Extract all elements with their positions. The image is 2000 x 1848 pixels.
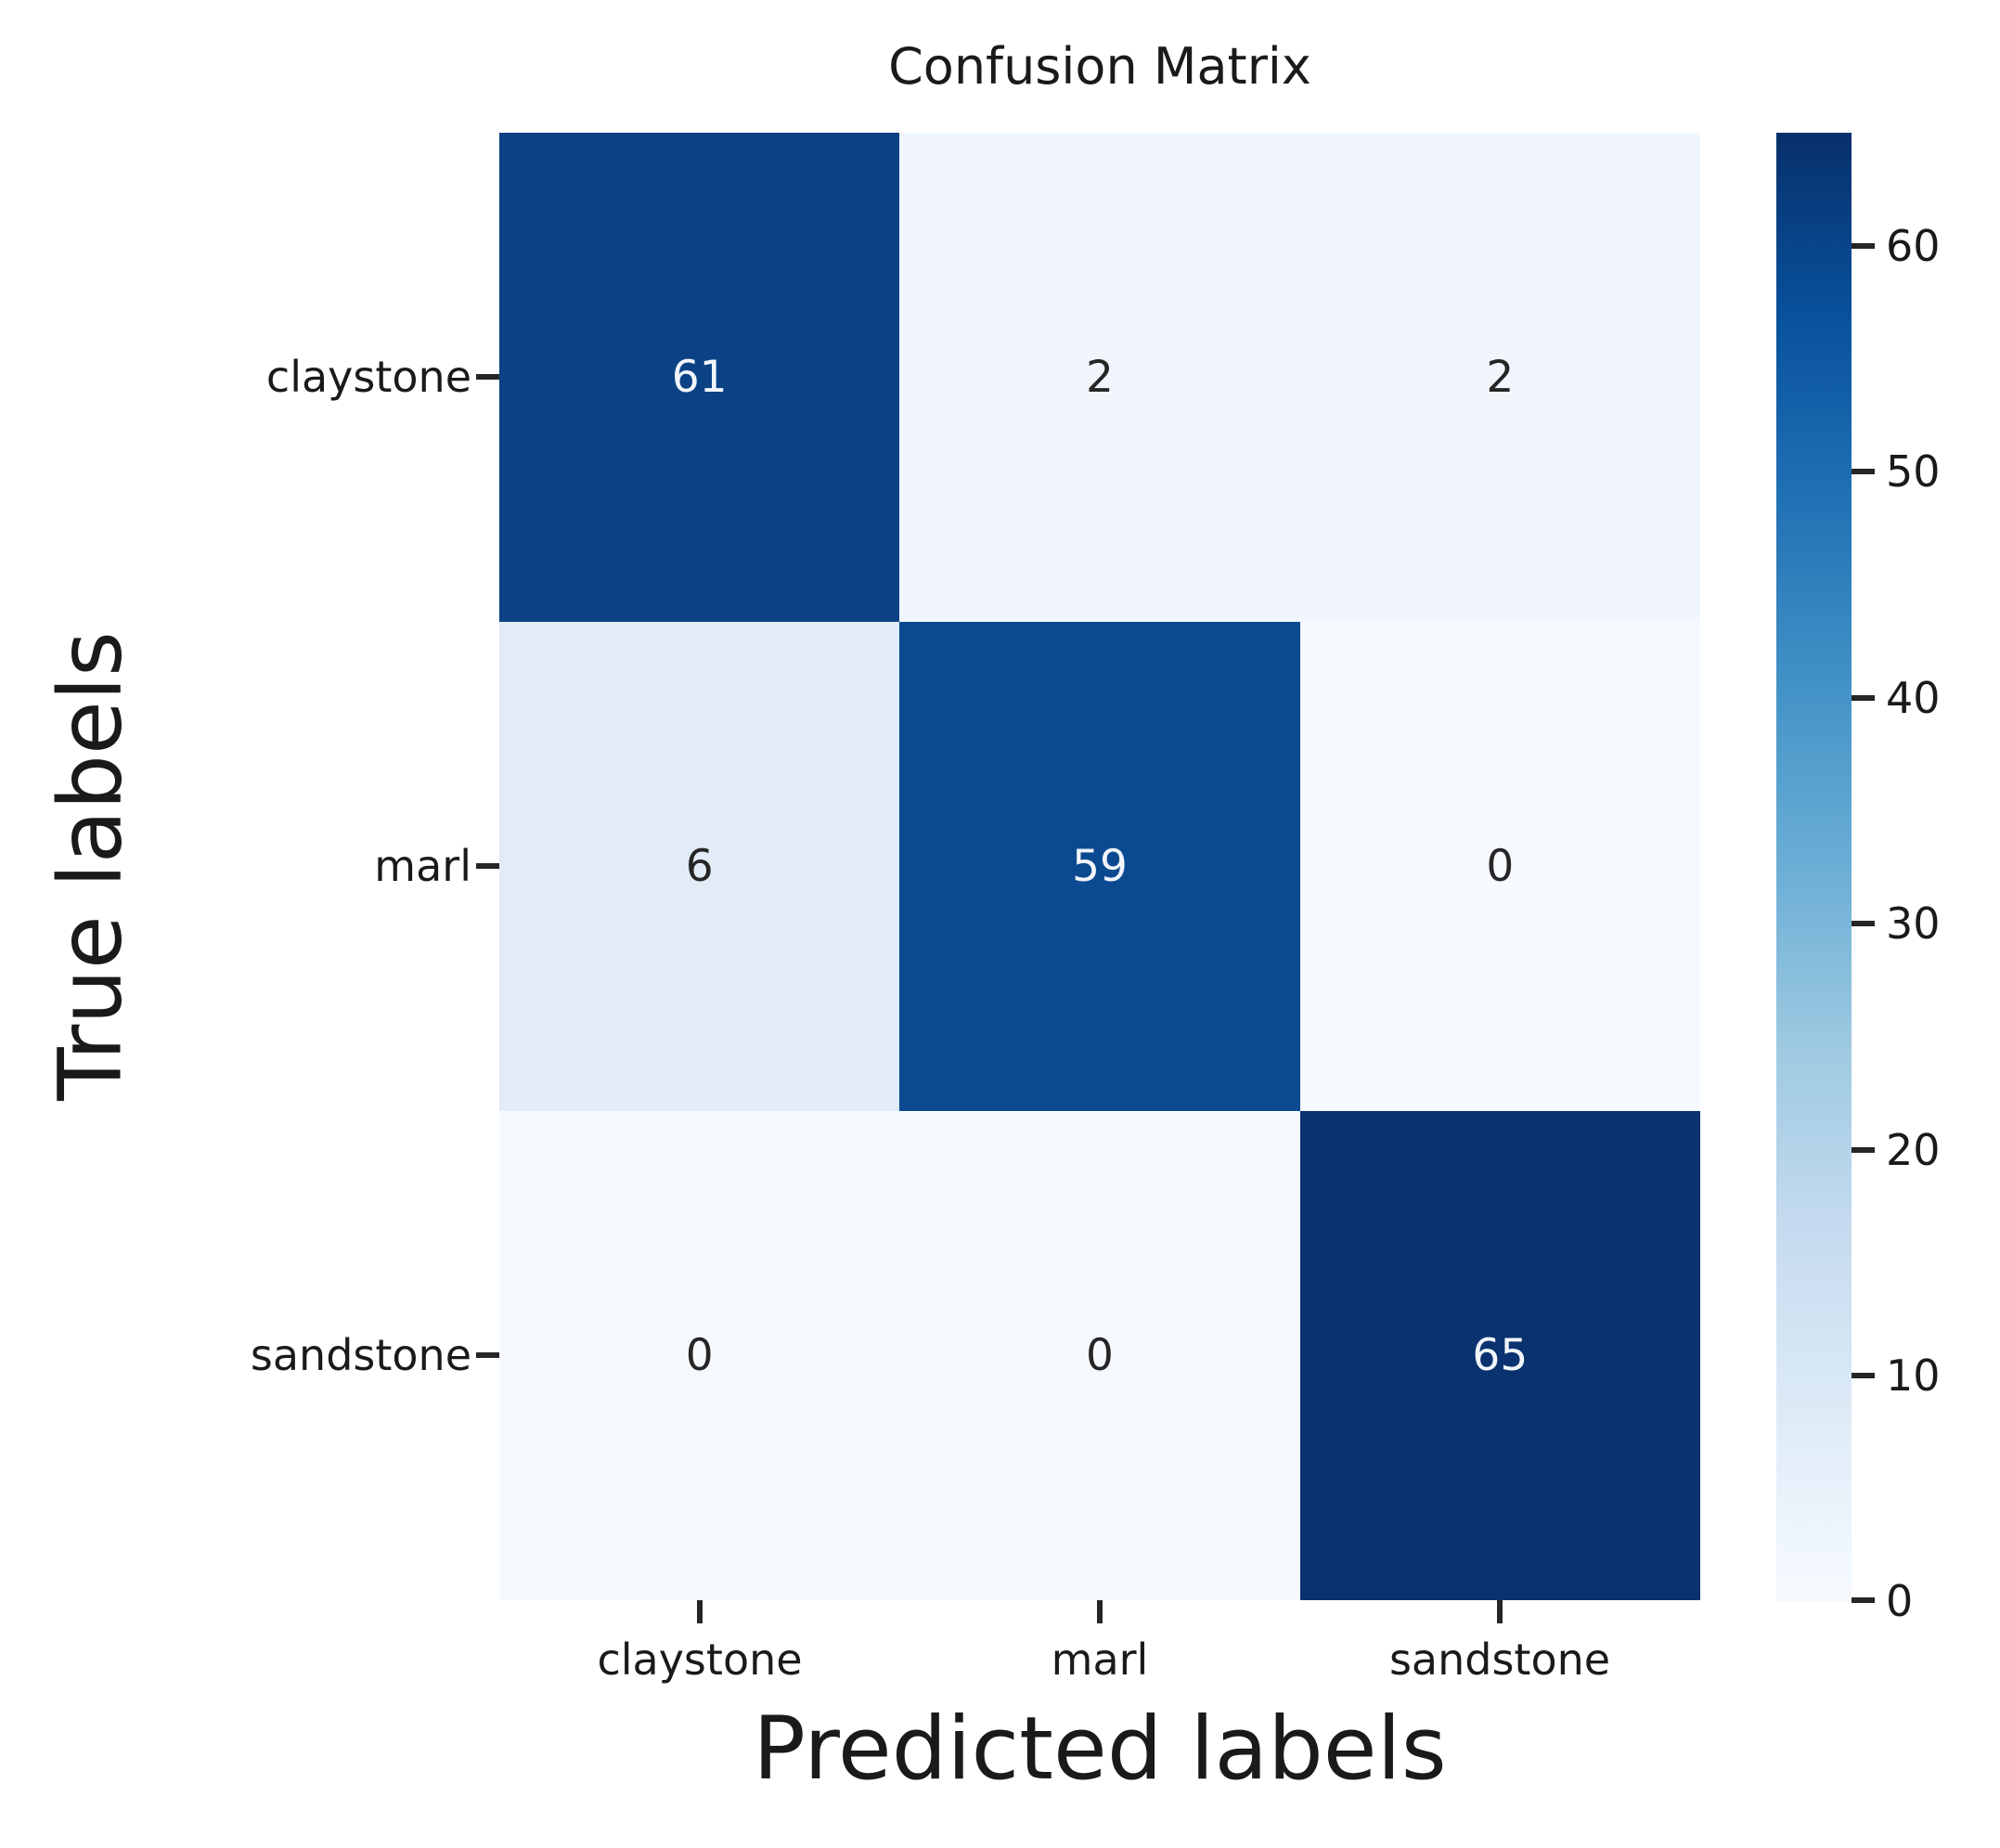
colorbar-tick-label: 20 <box>1886 1125 1941 1175</box>
colorbar-tick-mark <box>1852 921 1875 926</box>
colorbar-tick-mark <box>1852 695 1875 701</box>
colorbar-tick-mark <box>1852 1597 1875 1603</box>
colorbar-tick-mark <box>1852 1373 1875 1378</box>
heatmap-cell: 2 <box>1299 133 1700 622</box>
y-tick-mark <box>476 863 499 869</box>
y-tick-label: claystone <box>265 352 471 402</box>
y-tick-label: sandstone <box>250 1330 471 1380</box>
x-axis-label: Predicted labels <box>753 1699 1447 1800</box>
colorbar-tick-label: 30 <box>1886 898 1941 949</box>
x-tick-label: sandstone <box>1388 1635 1611 1685</box>
colorbar-tick-mark <box>1852 1147 1875 1153</box>
heatmap-cell: 2 <box>899 133 1300 622</box>
y-tick-mark <box>476 374 499 380</box>
x-tick-label: claystone <box>597 1635 803 1685</box>
heatmap-cell: 65 <box>1299 1111 1700 1600</box>
x-tick-mark <box>697 1600 703 1623</box>
y-tick-mark <box>476 1352 499 1358</box>
x-tick-mark <box>1097 1600 1103 1623</box>
heatmap-cell: 0 <box>899 1111 1300 1600</box>
colorbar-tick-label: 40 <box>1886 673 1941 723</box>
x-tick-mark <box>1497 1600 1503 1623</box>
chart-title: Confusion Matrix <box>888 37 1311 96</box>
heatmap-grid: 61 2 2 6 59 0 0 0 65 <box>499 133 1700 1600</box>
y-tick-label: marl <box>374 841 471 891</box>
x-tick-label: marl <box>1051 1635 1149 1685</box>
colorbar-gradient <box>1776 133 1852 1602</box>
heatmap-cell: 59 <box>899 622 1300 1111</box>
colorbar-tick-mark <box>1852 243 1875 249</box>
heatmap-cell: 61 <box>499 133 900 622</box>
heatmap-cell: 6 <box>499 622 900 1111</box>
colorbar-tick-label: 60 <box>1886 221 1941 271</box>
colorbar-tick-label: 50 <box>1886 446 1941 497</box>
colorbar-tick-mark <box>1852 469 1875 474</box>
colorbar-tick-label: 10 <box>1886 1350 1941 1401</box>
heatmap-cell: 0 <box>499 1111 900 1600</box>
heatmap-cell: 0 <box>1299 622 1700 1111</box>
colorbar-tick-label: 0 <box>1886 1576 1914 1626</box>
